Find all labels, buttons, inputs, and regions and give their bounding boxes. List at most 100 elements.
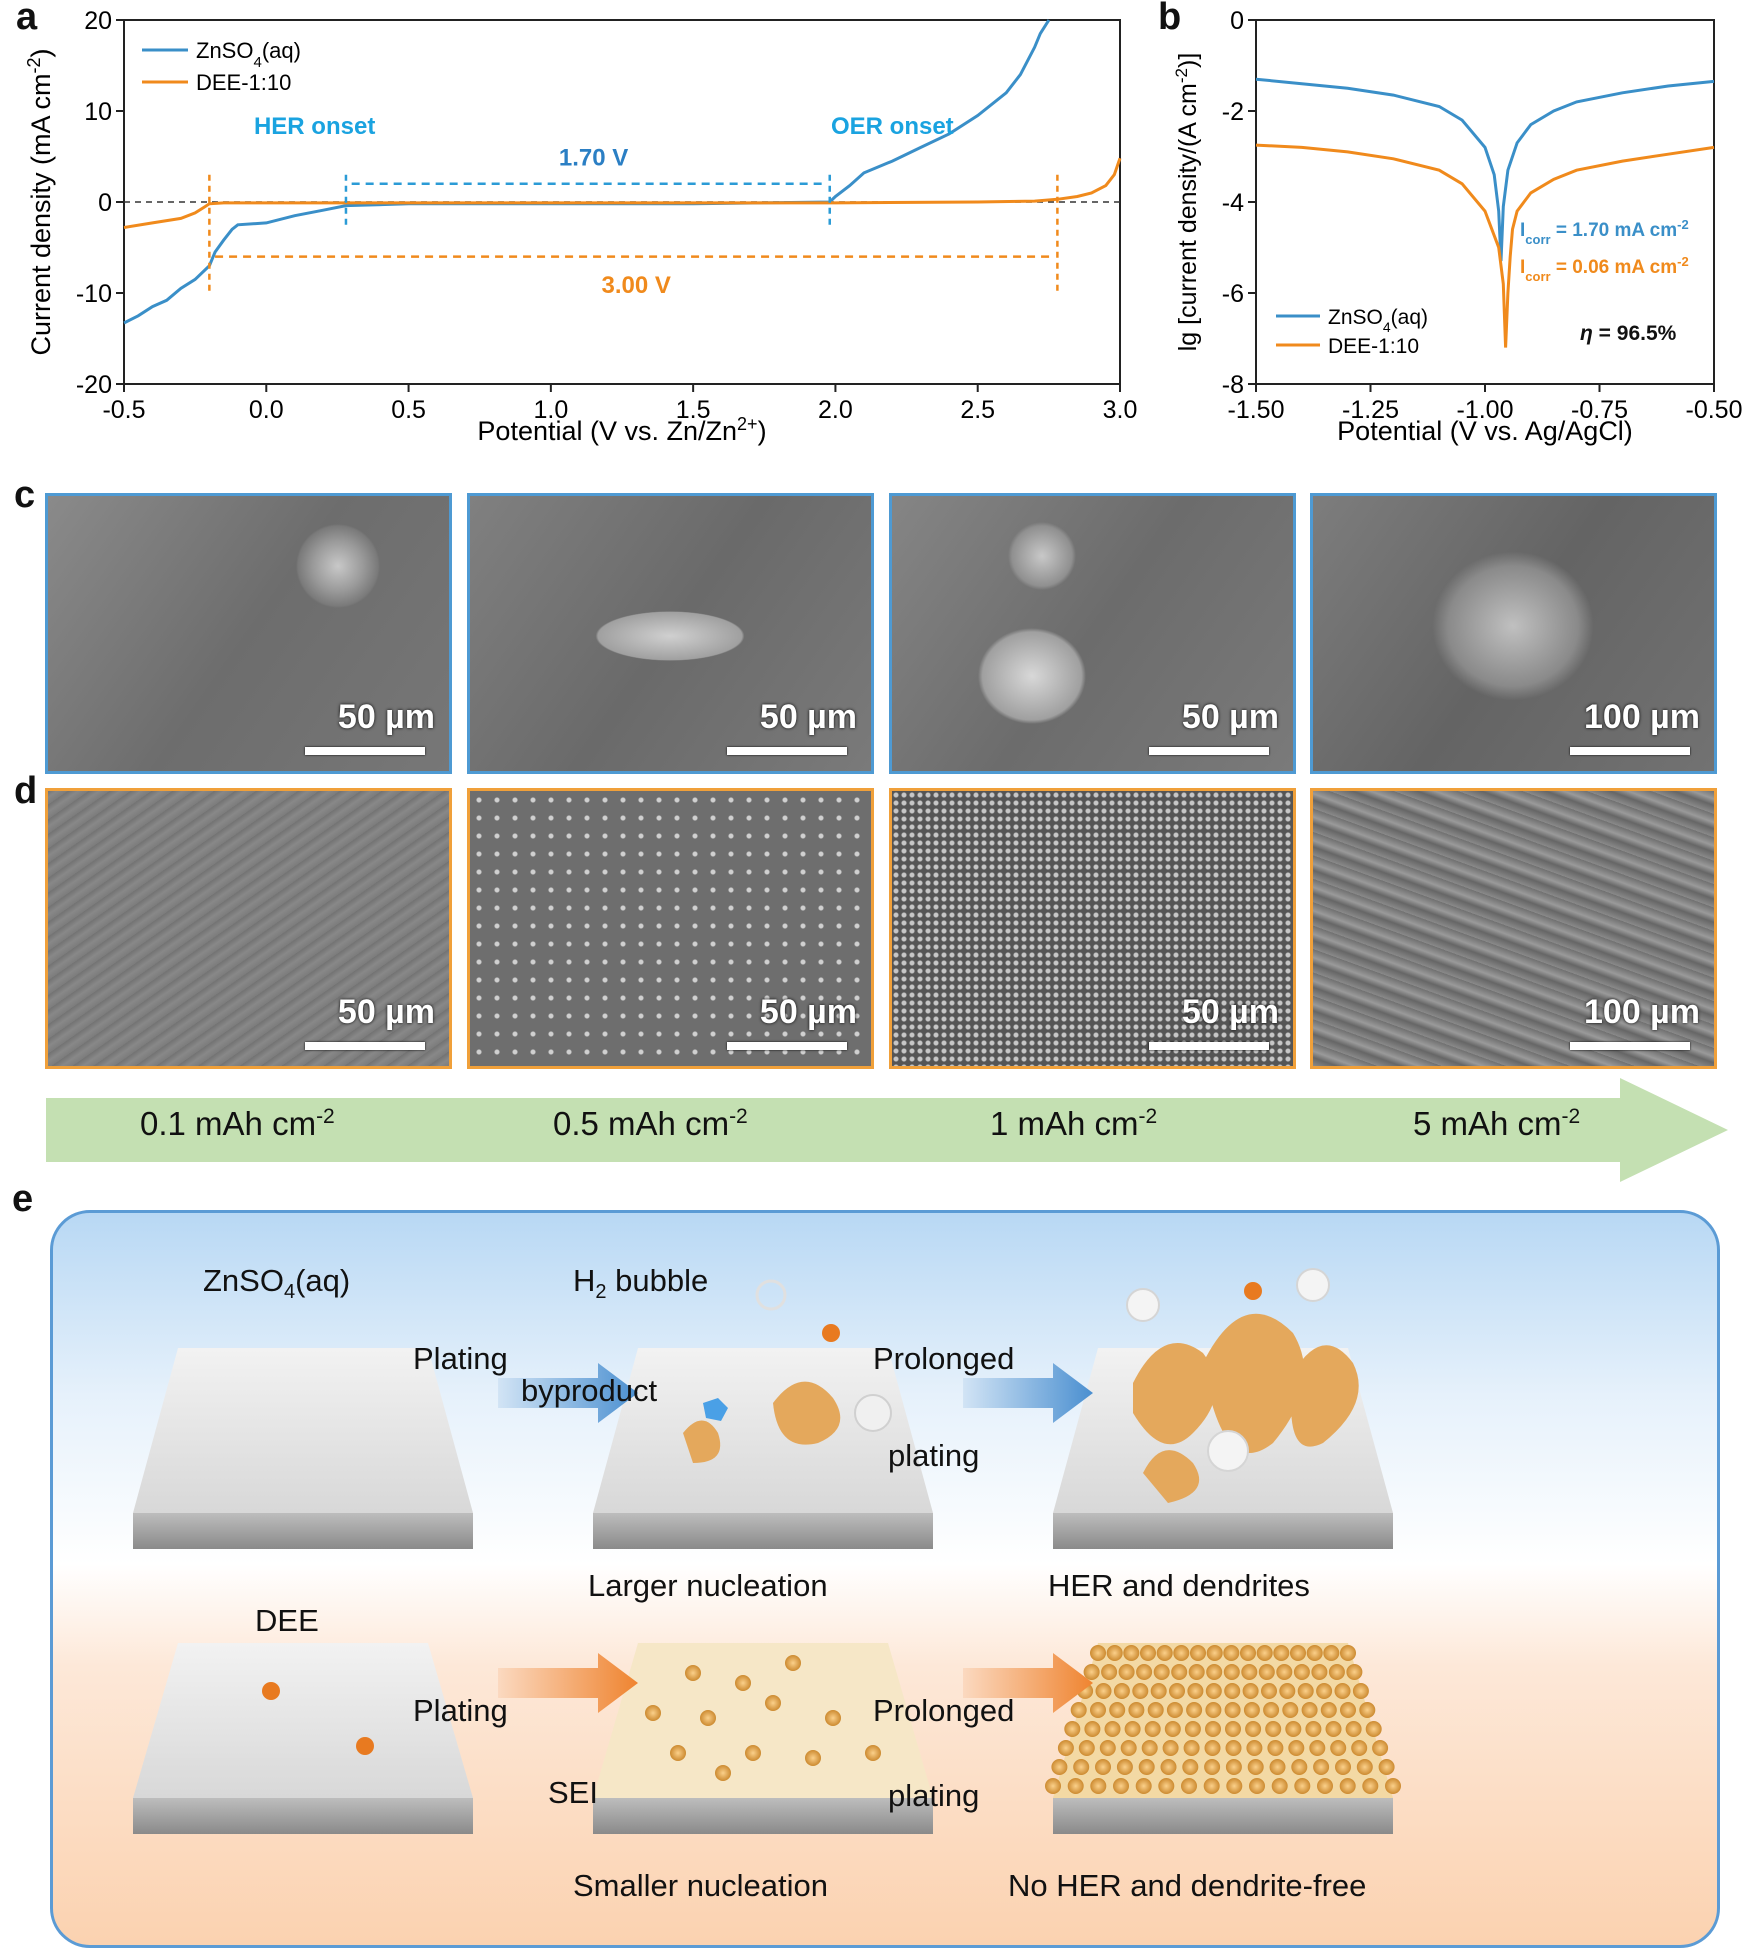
zn-deposit <box>1070 1702 1087 1718</box>
scale-label: 50 µm <box>337 993 435 1031</box>
zn-deposit <box>1205 1683 1222 1699</box>
plate-zn-prolonged <box>1053 1268 1393 1549</box>
zn-deposit <box>1225 1740 1242 1756</box>
plating-arrow-bottom <box>498 1653 638 1713</box>
zn-deposit <box>1263 1702 1280 1718</box>
zn-ion <box>262 1682 280 1700</box>
scale-bar <box>1570 1042 1690 1050</box>
scale-bar <box>727 747 847 755</box>
zn-deposit <box>1171 1664 1188 1680</box>
zn-deposit <box>1095 1683 1112 1699</box>
panel-label-d: d <box>14 770 38 812</box>
zn-deposit <box>1323 1645 1340 1661</box>
zn-deposit <box>1297 1683 1314 1699</box>
y-tick-label: -6 <box>1222 280 1244 308</box>
zn-deposit <box>1106 1645 1123 1661</box>
zn-deposit <box>1128 1702 1145 1718</box>
dendrite-large <box>1291 1345 1359 1447</box>
scale-bar <box>305 1042 425 1050</box>
zn-deposit <box>1385 1778 1401 1794</box>
zn-deposit <box>1067 1778 1084 1794</box>
zn-deposit <box>1113 1683 1130 1699</box>
y-tick-label: 20 <box>84 7 112 35</box>
zn-deposit <box>1317 1778 1333 1794</box>
zn-deposit <box>1113 1778 1129 1794</box>
legend-dee-label: DEE-1:10 <box>196 70 291 95</box>
y-tick-label: -20 <box>76 371 112 399</box>
zn-nucleus <box>670 1745 686 1761</box>
zn-deposit <box>1224 1702 1241 1718</box>
zn-deposit <box>1223 1645 1240 1661</box>
smaller-nucleation-label: Smaller nucleation <box>573 1868 829 1903</box>
legend-b-zn-label: ZnSO4(aq) <box>1328 306 1428 335</box>
chart-a-xlabel: Potential (V vs. Zn/Zn2+) <box>477 414 766 446</box>
zn-deposit <box>1084 1721 1101 1737</box>
plate-zn-initial <box>133 1348 473 1549</box>
zn-deposit <box>1267 1740 1284 1756</box>
zn-deposit <box>1365 1721 1382 1737</box>
zn-deposit <box>1269 1759 1286 1775</box>
chart-a-ylabel: Current density (mA cm-2) <box>24 48 56 355</box>
zn-deposit <box>1078 1740 1095 1756</box>
sei-label: SEI <box>548 1775 598 1810</box>
h2-bubble <box>854 1394 892 1432</box>
dendrite-large <box>1133 1343 1216 1445</box>
dendrite-large <box>1143 1450 1200 1503</box>
x-tick-label: 1.0 <box>533 396 568 424</box>
zn-deposit <box>1309 1740 1326 1756</box>
zn-deposit <box>1158 1778 1175 1794</box>
zn-deposit <box>1141 1740 1158 1756</box>
plating-label-bottom: Plating <box>413 1693 508 1728</box>
panel-label-b: b <box>1158 0 1182 38</box>
zn-nucleus <box>825 1710 841 1726</box>
dendrite-large <box>1203 1313 1305 1453</box>
zn-deposit <box>1182 1759 1199 1775</box>
zn-deposit <box>1271 1778 1288 1794</box>
y-tick-label: 0 <box>1230 7 1244 35</box>
zn-deposit <box>1224 1683 1241 1699</box>
chart-b-xlabel: Potential (V vs. Ag/AgCl) <box>1337 416 1633 446</box>
zn-deposit <box>1346 1664 1363 1680</box>
byproduct-hex <box>703 1398 728 1421</box>
zn-deposit <box>1249 1778 1265 1794</box>
plating-arrow-top <box>498 1363 638 1423</box>
zn-deposit <box>1356 1759 1373 1775</box>
capacity-label-3: 1 mAh cm-2 <box>990 1105 1158 1142</box>
scale-label: 100 µm <box>1584 698 1700 736</box>
zn-deposit <box>1330 1740 1347 1756</box>
x-tick-label: 1.5 <box>676 396 711 424</box>
zn-deposit <box>1311 1664 1328 1680</box>
zn-deposit <box>1109 1702 1126 1718</box>
scale-label: 50 µm <box>337 698 435 736</box>
zn-deposit <box>1241 1664 1258 1680</box>
byproduct-label: byproduct <box>521 1373 658 1408</box>
zn-nucleus <box>745 1745 761 1761</box>
zn-nucleus <box>735 1675 751 1691</box>
capacity-arrow <box>46 1078 1728 1182</box>
zn-ion <box>822 1324 840 1342</box>
zn-deposit <box>1328 1664 1345 1680</box>
zn-nucleus <box>765 1695 781 1711</box>
chart-b-ylabel: lg [current density/(A cm-2)] <box>1172 53 1203 352</box>
zn-deposit <box>1140 1645 1156 1661</box>
zn-deposit <box>1359 1702 1376 1718</box>
scale-bar <box>1149 747 1269 755</box>
y-tick-label: 0 <box>98 189 112 217</box>
h2-bubble <box>755 1279 787 1311</box>
zn-deposit <box>1258 1664 1275 1680</box>
zn-deposit <box>1150 1683 1167 1699</box>
plate-zn-plating <box>593 1279 933 1549</box>
zn-deposit <box>1313 1759 1330 1775</box>
prolonged-arrow-top <box>963 1363 1093 1423</box>
zn-deposit <box>1325 1721 1342 1737</box>
zn-deposit <box>1187 1683 1204 1699</box>
zn-deposit <box>1225 1759 1242 1775</box>
zn-deposit <box>1205 1702 1222 1718</box>
scale-label: 50 µm <box>759 698 857 736</box>
zn-deposit <box>1242 1683 1259 1699</box>
zn-deposit <box>1156 1645 1173 1661</box>
zn-deposit <box>1135 1778 1152 1794</box>
zn-deposit <box>1090 1645 1106 1661</box>
scale-bar <box>305 747 425 755</box>
prolonged-label-bottom: Prolonged <box>873 1693 1015 1728</box>
